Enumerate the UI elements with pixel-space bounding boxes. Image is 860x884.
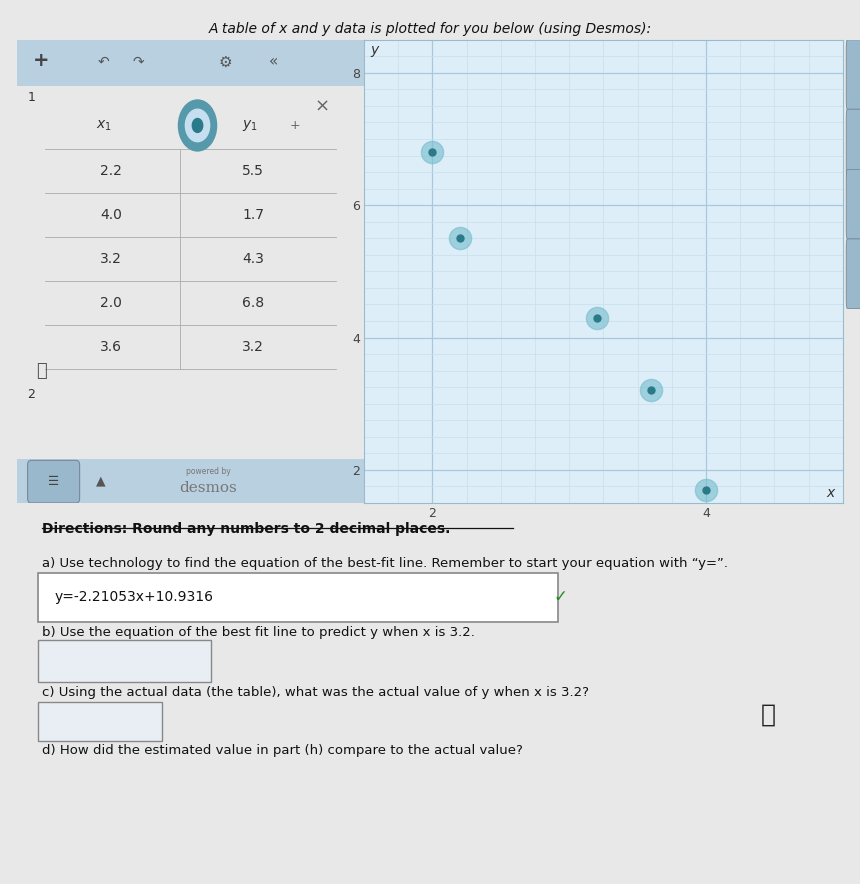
Text: y: y [371, 43, 379, 57]
Text: $x_1$: $x_1$ [96, 118, 112, 133]
Circle shape [178, 100, 217, 151]
Bar [17, 40, 364, 86]
Text: ☰: ☰ [48, 475, 59, 488]
Text: 3.2: 3.2 [100, 252, 122, 265]
Text: 1: 1 [28, 91, 35, 104]
Text: +: + [34, 51, 50, 70]
Text: 2.2: 2.2 [100, 164, 122, 178]
Text: 3.2: 3.2 [242, 339, 264, 354]
Text: ⌕: ⌕ [36, 362, 46, 380]
Text: 6.8: 6.8 [242, 295, 264, 309]
Text: ✓: ✓ [554, 588, 568, 606]
Text: a) Use technology to find the equation of the best-fit line. Remember to start y: a) Use technology to find the equation o… [42, 557, 728, 569]
Text: b) Use the equation of the best fit line to predict y when x is 3.2.: b) Use the equation of the best fit line… [42, 626, 475, 639]
Text: desmos: desmos [179, 481, 237, 495]
Text: d) How did the estimated value in part (h) compare to the actual value?: d) How did the estimated value in part (… [42, 744, 523, 757]
Text: 4.3: 4.3 [242, 252, 264, 265]
Text: 1.7: 1.7 [242, 208, 264, 222]
FancyBboxPatch shape [38, 702, 162, 741]
Text: ⚙: ⚙ [218, 55, 232, 70]
Text: ×: × [315, 98, 330, 116]
Text: +: + [289, 119, 300, 132]
Bar [17, 459, 364, 503]
Circle shape [186, 110, 210, 141]
Text: ↷: ↷ [132, 55, 144, 69]
Text: ▲: ▲ [95, 475, 105, 488]
Text: 2: 2 [28, 387, 35, 400]
Text: Directions: Round any numbers to 2 decimal places.: Directions: Round any numbers to 2 decim… [42, 522, 451, 537]
Text: «: « [269, 55, 279, 70]
Text: ↶: ↶ [98, 55, 110, 69]
Text: A table of x and y data is plotted for you below (using Desmos):: A table of x and y data is plotted for y… [208, 22, 652, 36]
Text: ⮭: ⮭ [761, 703, 776, 727]
Text: 3.6: 3.6 [100, 339, 122, 354]
Text: powered by: powered by [186, 467, 230, 476]
FancyBboxPatch shape [38, 573, 558, 622]
FancyBboxPatch shape [38, 640, 212, 682]
Text: 5.5: 5.5 [242, 164, 264, 178]
FancyBboxPatch shape [28, 461, 80, 503]
Text: y=-2.21053x+10.9316: y=-2.21053x+10.9316 [54, 590, 213, 604]
Text: 2.0: 2.0 [100, 295, 122, 309]
Text: 4.0: 4.0 [100, 208, 122, 222]
Circle shape [193, 118, 203, 133]
Text: c) Using the actual data (the table), what was the actual value of y when x is 3: c) Using the actual data (the table), wh… [42, 686, 589, 699]
Text: x: x [826, 485, 834, 499]
Text: $y_1$: $y_1$ [242, 118, 257, 133]
